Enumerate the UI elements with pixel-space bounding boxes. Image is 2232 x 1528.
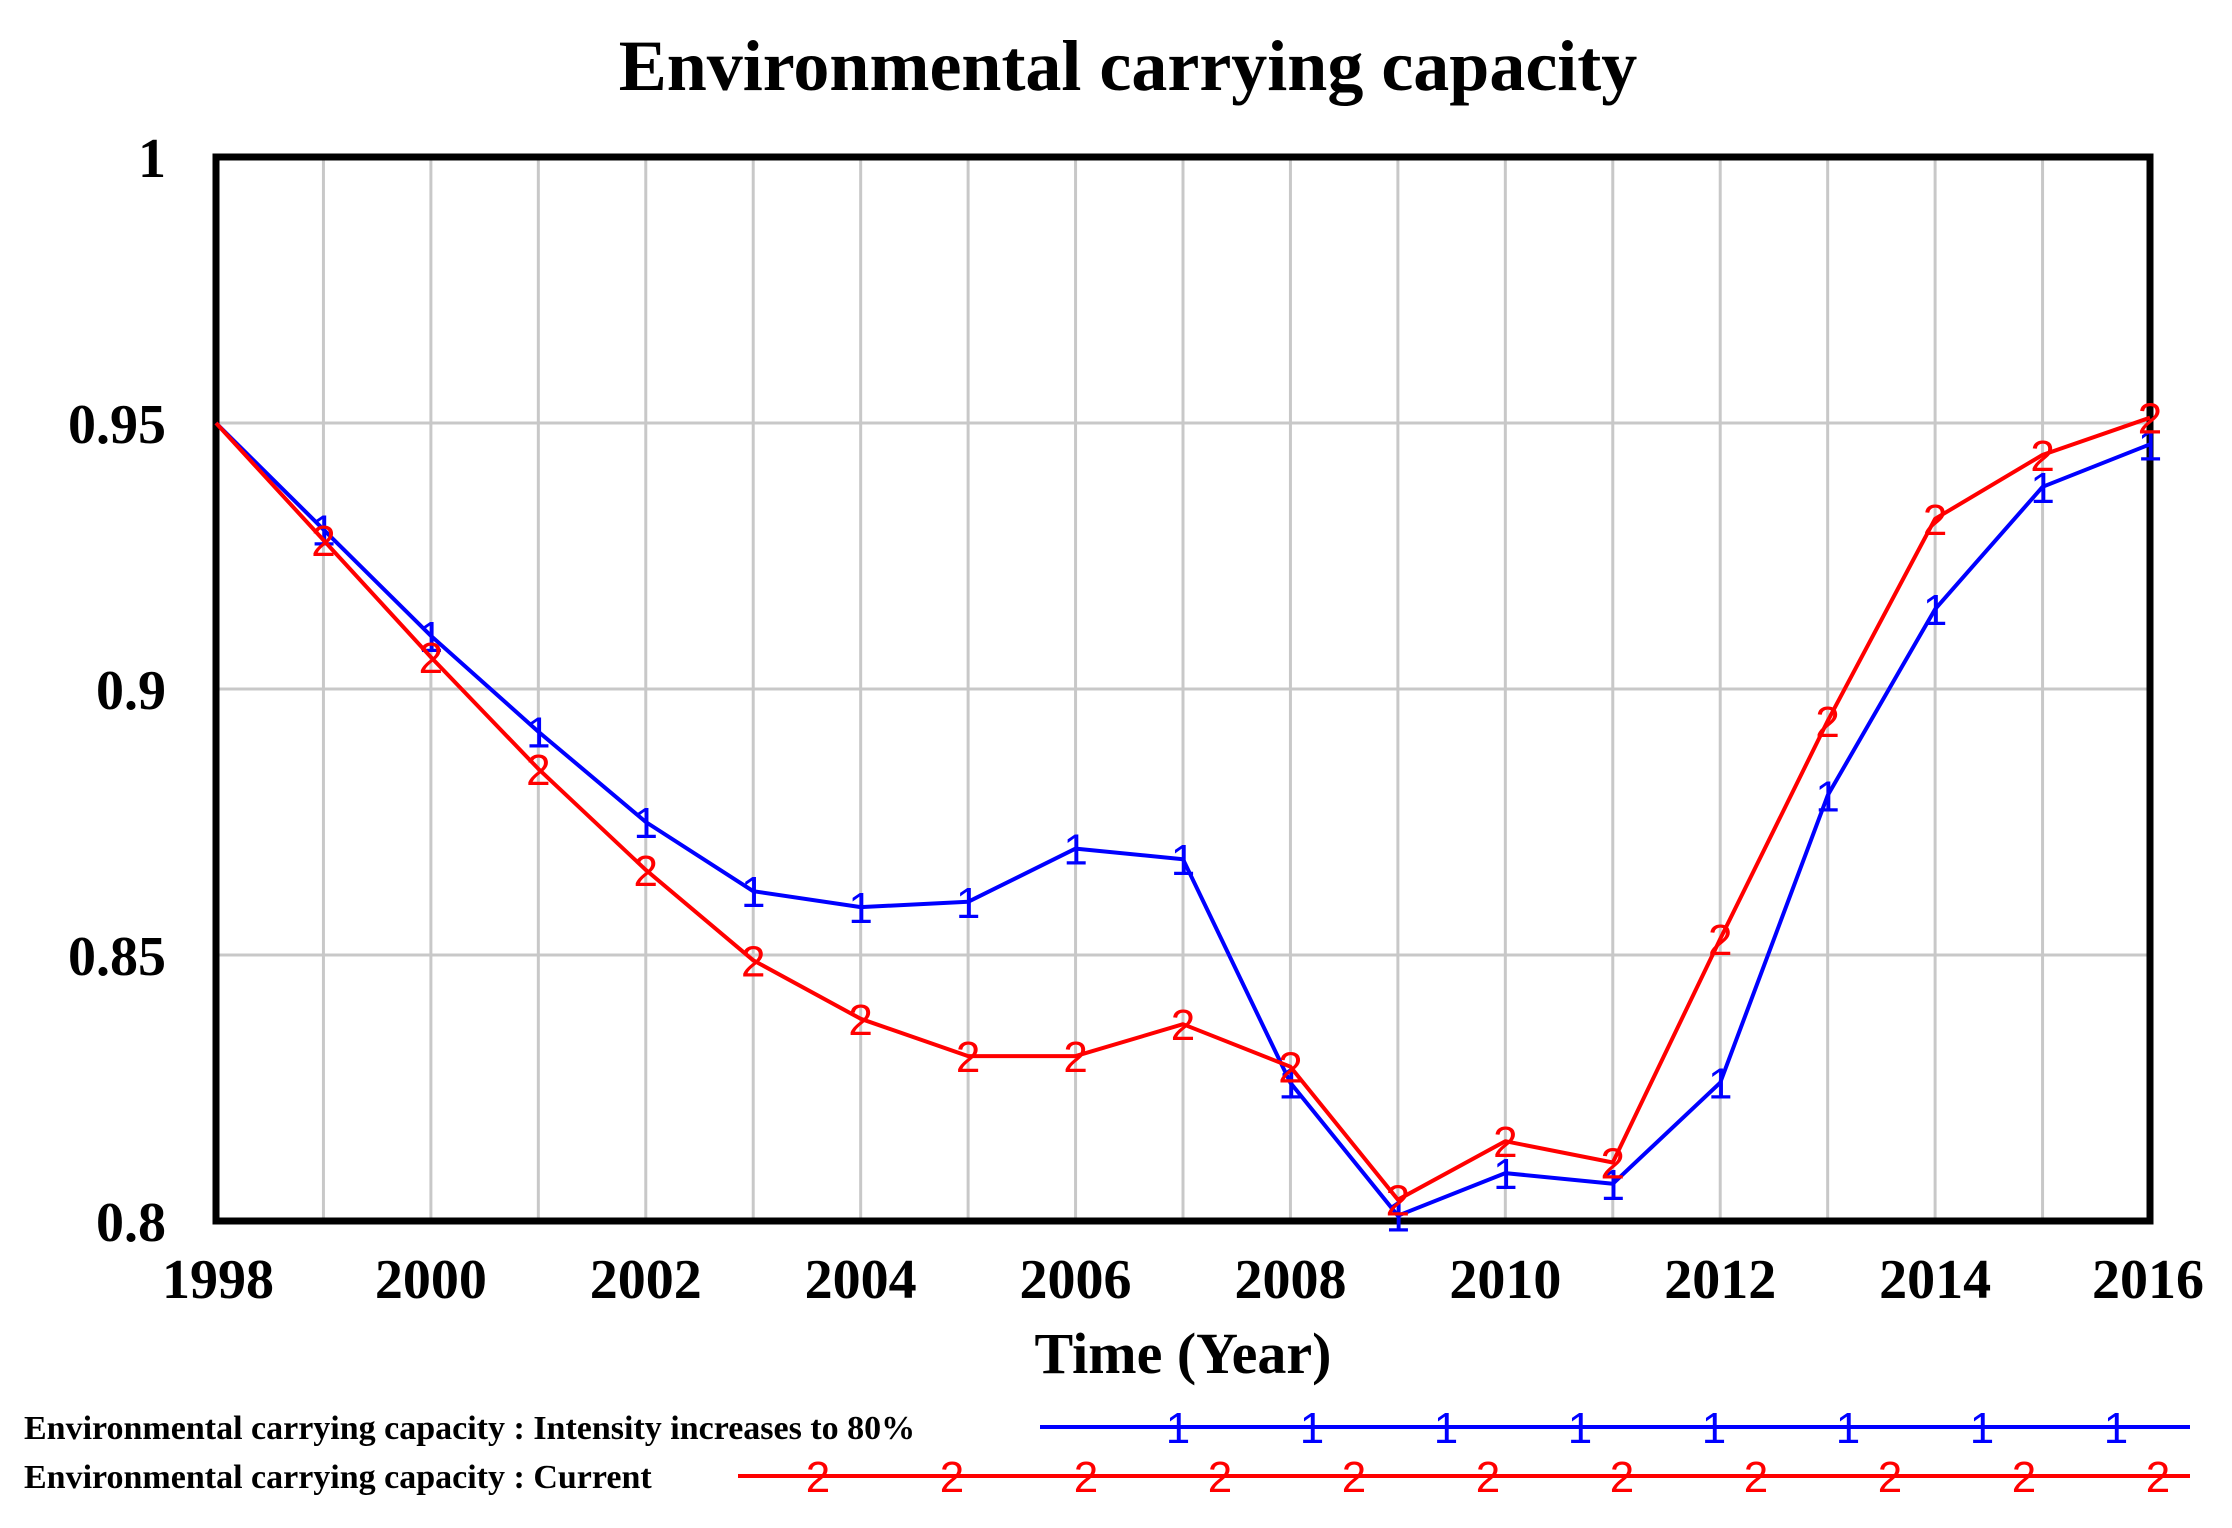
series-1-point-marker: 1 bbox=[1493, 1150, 1517, 1199]
series-1-point-marker: 1 bbox=[1171, 836, 1195, 885]
series-2-point-marker: 2 bbox=[741, 937, 765, 986]
y-tick-label: 0.8 bbox=[96, 1192, 166, 1254]
series-2-point-marker: 2 bbox=[1493, 1118, 1517, 1167]
legend-marker-series-2: 2 bbox=[2146, 1453, 2170, 1502]
series-2-point-marker: 2 bbox=[1386, 1177, 1410, 1226]
legend-marker-series-2: 2 bbox=[1610, 1453, 1634, 1502]
legend-marker-series-1: 1 bbox=[1568, 1404, 1592, 1453]
series-1-point-marker: 1 bbox=[2030, 464, 2054, 513]
series-1-point-marker: 1 bbox=[1815, 772, 1839, 821]
grid bbox=[216, 157, 2150, 1221]
series-2-point-marker: 2 bbox=[1171, 1001, 1195, 1050]
legend-marker-series-2: 2 bbox=[1476, 1453, 1500, 1502]
series-2-point-marker: 2 bbox=[2030, 432, 2054, 481]
legend-marker-series-2: 2 bbox=[1342, 1453, 1366, 1502]
legend-marker-series-1: 1 bbox=[1836, 1404, 1860, 1453]
series-1-point-marker: 1 bbox=[1923, 586, 1947, 635]
x-tick-label: 2000 bbox=[375, 1249, 487, 1311]
series-1-point-marker: 1 bbox=[1063, 826, 1087, 875]
x-tick-label: 2014 bbox=[1879, 1249, 1991, 1311]
series-1-point-marker: 1 bbox=[956, 879, 980, 928]
y-tick-label: 0.95 bbox=[68, 394, 166, 456]
x-tick-label: 2016 bbox=[2092, 1249, 2204, 1311]
legend-marker-series-1: 1 bbox=[1970, 1404, 1994, 1453]
y-tick-label: 1 bbox=[138, 128, 166, 190]
series-2-point-marker: 2 bbox=[1063, 1033, 1087, 1082]
series-2-point-marker: 2 bbox=[848, 996, 872, 1045]
legend-marker-series-1: 1 bbox=[1702, 1404, 1726, 1453]
series-2-point-marker: 2 bbox=[1923, 496, 1947, 545]
legend-marker-series-1: 1 bbox=[2104, 1404, 2128, 1453]
series-1-point-marker: 1 bbox=[634, 799, 658, 848]
legend-marker-series-2: 2 bbox=[1744, 1453, 1768, 1502]
series-2-point-marker: 2 bbox=[1708, 916, 1732, 965]
series-1-point-marker: 1 bbox=[419, 613, 443, 662]
legend-label-series-1: Environmental carrying capacity : Intens… bbox=[24, 1410, 915, 1447]
x-tick-label: 2006 bbox=[1020, 1249, 1132, 1311]
legend-label-series-2: Environmental carrying capacity : Curren… bbox=[24, 1459, 652, 1496]
series-1-point-marker: 1 bbox=[848, 884, 872, 933]
legend-marker-series-2: 2 bbox=[806, 1453, 830, 1502]
series-1-point-marker: 1 bbox=[1708, 1060, 1732, 1109]
series-2-point-marker: 2 bbox=[526, 746, 550, 795]
series-1-point-marker: 1 bbox=[741, 868, 765, 917]
x-tick-label: 2012 bbox=[1664, 1249, 1776, 1311]
series-1-point-marker: 1 bbox=[1601, 1161, 1625, 1210]
series-2-point-marker: 2 bbox=[1815, 698, 1839, 747]
legend-marker-series-2: 2 bbox=[2012, 1453, 2036, 1502]
series-2-point-marker: 2 bbox=[419, 634, 443, 683]
legend-marker-series-2: 2 bbox=[940, 1453, 964, 1502]
series-2-point-marker: 2 bbox=[956, 1033, 980, 1082]
legend: Environmental carrying capacity : Intens… bbox=[24, 1404, 2190, 1502]
y-tick-label: 0.9 bbox=[96, 660, 166, 722]
x-axis-label: Time (Year) bbox=[1035, 1321, 1332, 1386]
y-axis-ticks: 1 0.95 0.9 0.85 0.8 bbox=[68, 128, 166, 1254]
series-1-point-marker: 1 bbox=[526, 709, 550, 758]
x-tick-label: 2004 bbox=[805, 1249, 917, 1311]
x-tick-label: 1998 bbox=[162, 1249, 274, 1311]
series-1-point-marker: 1 bbox=[2138, 421, 2162, 470]
legend-marker-series-1: 1 bbox=[1300, 1404, 1324, 1453]
series-2-point-marker: 2 bbox=[2138, 395, 2162, 444]
series-2-point-marker: 2 bbox=[311, 517, 335, 566]
legend-marker-series-1: 1 bbox=[1434, 1404, 1458, 1453]
legend-marker-series-1: 1 bbox=[1166, 1404, 1190, 1453]
series-line-2 bbox=[214, 415, 2151, 1202]
legend-marker-series-2: 2 bbox=[1074, 1453, 1098, 1502]
y-tick-label: 0.85 bbox=[68, 926, 166, 988]
series-2-point-marker: 2 bbox=[1278, 1044, 1302, 1093]
x-tick-label: 2008 bbox=[1234, 1249, 1346, 1311]
series-2-point-marker: 2 bbox=[1601, 1139, 1625, 1188]
x-axis-ticks: 1998 2000 2002 2004 2006 2008 2010 2012 2014 2016 bbox=[162, 1249, 2204, 1311]
x-tick-label: 2010 bbox=[1449, 1249, 1561, 1311]
legend-marker-series-2: 2 bbox=[1208, 1453, 1232, 1502]
series-2-point-marker: 2 bbox=[634, 847, 658, 896]
legend-marker-series-2: 2 bbox=[1878, 1453, 1902, 1502]
chart-title: Environmental carrying capacity bbox=[619, 26, 1638, 106]
plot-frame bbox=[212, 153, 2154, 1225]
series-line-1 bbox=[214, 421, 2151, 1218]
x-tick-label: 2002 bbox=[590, 1249, 702, 1311]
